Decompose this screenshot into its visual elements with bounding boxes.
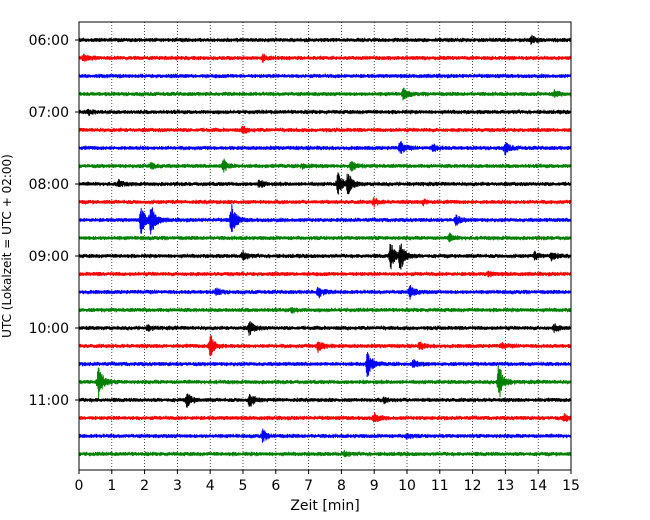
trace-1045 — [78, 365, 572, 400]
y-tick-label-10:00: 10:00 — [29, 321, 69, 337]
trace-0900 — [78, 243, 572, 270]
x-tick-label-3: 3 — [173, 478, 182, 494]
x-tick-label-2: 2 — [140, 478, 149, 494]
x-tick-label-14: 14 — [529, 478, 547, 494]
trace-0630 — [78, 73, 572, 79]
trace-0830 — [78, 204, 572, 235]
trace-group — [78, 34, 572, 458]
x-tick-label-15: 15 — [562, 478, 580, 494]
y-axis-label: UTC (Lokalzeit = UTC + 02:00) — [0, 154, 14, 338]
x-tick-label-7: 7 — [304, 478, 313, 494]
y-tick-label-09:00: 09:00 — [29, 249, 69, 265]
x-axis-label: Zeit [min] — [290, 498, 359, 514]
x-tick-label-8: 8 — [337, 478, 346, 494]
trace-0930 — [78, 284, 572, 300]
x-tick-label-12: 12 — [464, 478, 482, 494]
trace-0615 — [78, 53, 572, 63]
x-axis-ticks: 0 1 2 3 4 5 6 7 8 9 10 11 12 13 14 15 — [75, 470, 580, 494]
trace-1015 — [78, 334, 572, 356]
trace-0715 — [78, 125, 572, 134]
trace-0730 — [78, 141, 572, 156]
y-tick-label-06:00: 06:00 — [29, 33, 69, 49]
trace-1145 — [78, 449, 572, 458]
x-tick-label-13: 13 — [496, 478, 514, 494]
trace-1130 — [78, 428, 572, 443]
x-tick-label-10: 10 — [398, 478, 416, 494]
trace-1100 — [78, 393, 572, 408]
trace-0845 — [78, 232, 572, 243]
trace-1030 — [78, 352, 572, 378]
y-tick-label-07:00: 07:00 — [29, 105, 69, 121]
trace-1000 — [78, 321, 572, 336]
x-tick-label-1: 1 — [107, 478, 116, 494]
x-tick-label-0: 0 — [75, 478, 84, 494]
y-axis-ticks: 06:00 07:00 08:00 09:00 10:00 11:00 — [29, 33, 79, 409]
x-tick-label-6: 6 — [271, 478, 280, 494]
trace-0800 — [78, 172, 572, 195]
trace-0945 — [78, 306, 572, 314]
x-tick-label-5: 5 — [239, 478, 248, 494]
y-tick-label-11:00: 11:00 — [29, 393, 69, 409]
y-tick-label-08:00: 08:00 — [29, 177, 69, 193]
x-tick-label-11: 11 — [431, 478, 449, 494]
trace-0700 — [78, 108, 572, 116]
x-tick-label-9: 9 — [370, 478, 379, 494]
trace-0745 — [78, 158, 572, 173]
trace-0915 — [78, 270, 572, 278]
trace-0600 — [78, 34, 572, 45]
trace-0645 — [78, 87, 572, 101]
plot-frame — [78, 21, 572, 471]
x-tick-label-4: 4 — [206, 478, 215, 494]
trace-0815 — [78, 196, 572, 208]
trace-1115 — [78, 412, 572, 423]
